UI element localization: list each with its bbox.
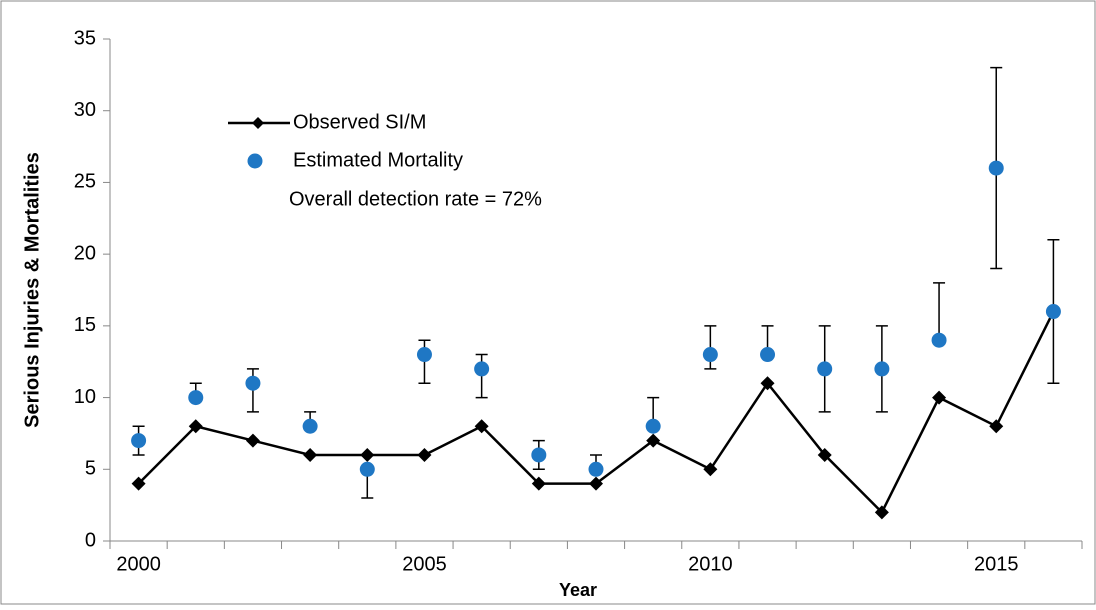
data-point	[702, 347, 718, 363]
data-point	[359, 461, 375, 477]
x-tick-label: 2015	[974, 553, 1019, 575]
data-point	[302, 418, 318, 434]
data-point	[474, 419, 489, 434]
data-point	[817, 361, 833, 377]
data-point	[760, 347, 776, 363]
y-axis-title: Serious Injuries & Mortalities	[21, 152, 43, 428]
data-point	[188, 419, 203, 434]
data-point	[874, 505, 889, 520]
annotation: Overall detection rate = 72%	[289, 188, 542, 210]
error-bar	[933, 282, 946, 341]
data-point	[1045, 304, 1061, 320]
y-tick-label: 0	[85, 529, 96, 551]
data-point	[589, 476, 603, 491]
legend-marker	[252, 117, 264, 129]
data-point	[531, 476, 546, 491]
data-point	[360, 447, 375, 462]
data-point	[531, 447, 547, 463]
y-tick-label: 25	[74, 171, 96, 193]
data-point	[989, 419, 1004, 434]
data-point	[817, 447, 832, 462]
y-tick-label: 10	[74, 386, 96, 408]
data-point	[874, 361, 890, 377]
data-point	[131, 433, 147, 449]
y-tick-label: 5	[85, 458, 96, 480]
data-point	[416, 347, 432, 363]
legend-label: Observed SI/M	[293, 111, 426, 133]
data-point	[303, 447, 318, 462]
x-tick-label: 2010	[688, 553, 733, 575]
data-point	[588, 461, 604, 477]
legend-marker	[247, 153, 263, 169]
y-tick-label: 35	[74, 27, 96, 49]
data-point	[131, 476, 146, 491]
data-point	[932, 390, 947, 405]
data-point	[188, 390, 204, 406]
x-axis-title: Year	[559, 580, 597, 600]
data-point	[417, 447, 432, 462]
data-point	[646, 433, 661, 448]
x-tick-label: 2005	[402, 553, 447, 575]
data-point	[760, 376, 775, 391]
legend-label: Estimated Mortality	[293, 149, 463, 171]
data-point	[645, 418, 661, 434]
data-point	[988, 160, 1004, 176]
data-point	[931, 332, 947, 348]
data-point	[245, 375, 261, 391]
x-tick-label: 2000	[116, 553, 161, 575]
y-tick-label: 15	[74, 314, 96, 336]
data-point	[703, 462, 718, 477]
data-point	[245, 433, 260, 448]
y-tick-label: 30	[74, 99, 96, 121]
data-point	[474, 361, 490, 377]
y-tick-label: 20	[74, 242, 96, 264]
